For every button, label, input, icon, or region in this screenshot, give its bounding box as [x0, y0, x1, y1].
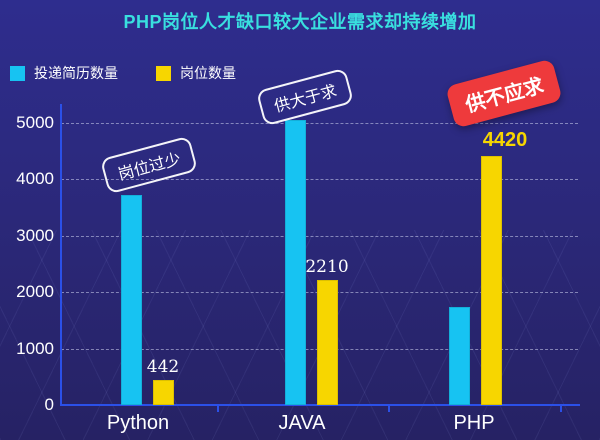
annotation-supply-shortage-badge: 供不应求: [445, 58, 563, 129]
chart-title: PHP岗位人才缺口较大企业需求却持续增加: [123, 12, 477, 32]
bar-value-label: 4420: [482, 128, 528, 151]
bar-php-resumes: [448, 307, 470, 405]
y-axis-tick-label: 1000: [16, 338, 54, 358]
bar-python-resumes: [120, 194, 142, 405]
y-axis-tick-label: 0: [44, 395, 54, 414]
legend-swatch-resumes-icon: [10, 65, 25, 81]
annotation-supply-exceeds-demand: 供大于求: [255, 67, 355, 127]
x-axis-tick: [217, 406, 219, 412]
y-axis-tick-label: 3000: [16, 225, 54, 245]
legend-swatch-positions-icon: [156, 65, 171, 81]
annotation-too-few-positions: 岗位过少: [99, 135, 199, 195]
x-axis-tick: [388, 406, 390, 412]
legend-item-positions: 岗位数量: [156, 63, 236, 83]
x-axis-category-label: JAVA: [278, 412, 326, 434]
x-axis-line: [60, 404, 580, 406]
y-axis-tick-label: 5000: [16, 113, 54, 132]
bar-value-label: 2210: [305, 257, 349, 278]
bar-python-positions: [152, 380, 174, 405]
legend-label-resumes: 投递简历数量: [34, 65, 118, 81]
bar-value-label: 442: [146, 357, 180, 378]
legend-label-positions: 岗位数量: [180, 65, 236, 81]
x-axis-category-label: PHP: [453, 412, 495, 434]
x-axis-tick: [560, 406, 562, 412]
y-axis-line: [60, 104, 62, 406]
y-axis-tick-label: 4000: [16, 169, 54, 189]
bar-java-resumes: [284, 119, 306, 405]
x-axis-category-label: Python: [106, 412, 170, 434]
gridline: [61, 123, 578, 124]
bar-java-positions: [316, 280, 338, 405]
bar-php-positions: [480, 155, 502, 405]
gridline: [61, 235, 578, 237]
y-axis-tick-label: 2000: [16, 282, 54, 302]
gridline: [61, 179, 578, 181]
legend: 投递简历数量 岗位数量: [10, 63, 236, 83]
legend-item-resumes: 投递简历数量: [10, 63, 118, 83]
